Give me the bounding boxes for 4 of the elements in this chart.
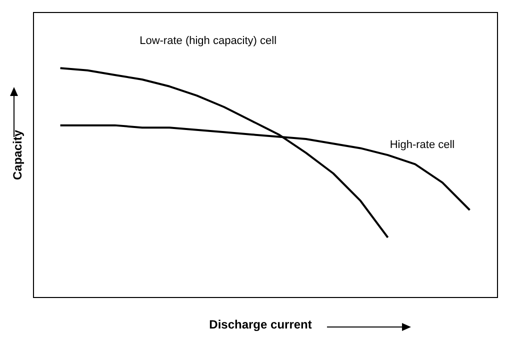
series-label: High-rate cell xyxy=(390,139,455,152)
y-axis-title: Capacity xyxy=(10,130,24,180)
x-axis-title: Discharge current xyxy=(209,318,312,332)
text: Low-rate (high capacity) cell xyxy=(140,35,277,47)
